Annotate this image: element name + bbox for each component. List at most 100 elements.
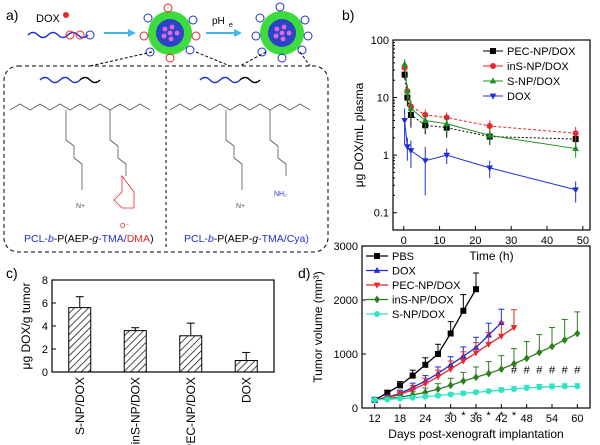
data-point — [485, 388, 492, 395]
panel-c-label: c) — [6, 265, 18, 281]
x-tick-label: 0 — [401, 235, 407, 247]
data-point — [574, 383, 581, 390]
zoom-lines-right — [239, 51, 311, 67]
data-point — [485, 341, 492, 348]
bar — [234, 360, 258, 373]
x-tick-label: DOX — [239, 377, 253, 403]
data-point — [421, 158, 429, 165]
data-point — [523, 385, 530, 392]
significance-hash: # — [549, 364, 556, 376]
left-structure-icon — [9, 76, 151, 209]
data-point — [447, 330, 454, 337]
x-tick-label: 24 — [419, 413, 431, 425]
data-point — [536, 348, 543, 357]
significance-hash: # — [562, 364, 569, 376]
left-polymer-name: PCL-b-P(AEP-g-TMA/DMA) — [24, 233, 154, 245]
data-point — [447, 381, 454, 390]
panel-a: a) DOX pH e — [3, 2, 329, 253]
data-point — [404, 144, 411, 151]
data-point — [572, 130, 579, 137]
data-point — [498, 333, 505, 340]
legend-marker — [489, 93, 497, 100]
y-tick-label: 1 — [383, 150, 389, 162]
right-nitrogen: N+ — [236, 203, 245, 210]
legend-marker — [490, 48, 496, 54]
data-point — [472, 350, 480, 357]
x-axis-label: Days post-xenograft implantation — [388, 427, 563, 441]
right-amine: NH₂ — [274, 191, 287, 198]
data-point — [536, 384, 543, 391]
panel-c: c) 0 2 4 6 8 μg DOX/g tumor S-NP/DOX inS-NP/DOX… — [6, 265, 275, 445]
legend-marker — [373, 266, 381, 273]
chart-c: 0 2 4 6 8 μg DOX/g tumor S-NP/DOX inS-NP/DOX PEC… — [19, 275, 275, 445]
significance-star: * — [474, 410, 479, 422]
legend-entry: inS-NP/DOX — [392, 295, 454, 307]
data-point — [409, 394, 416, 401]
significance-hash: # — [524, 364, 531, 376]
data-point — [485, 369, 492, 378]
data-point — [407, 104, 415, 111]
x-tick-label: 42 — [495, 413, 507, 425]
legend-marker — [374, 295, 380, 304]
data-point — [422, 381, 429, 388]
significance-star: * — [487, 410, 492, 422]
y-tick-label: 6 — [42, 298, 48, 310]
significance-hash: # — [574, 364, 581, 376]
data-point — [404, 87, 411, 94]
y-tick-label: 0 — [352, 403, 358, 415]
legend-marker — [374, 311, 380, 317]
data-point — [447, 391, 454, 398]
data-point — [561, 383, 568, 390]
y-axis-label: μg DOX/mL plasma — [352, 82, 366, 187]
micelle-2-icon — [251, 2, 313, 63]
x-tick-label: inS-NP/DOX — [128, 377, 142, 444]
data-point — [523, 354, 530, 363]
polymer-chain-icon — [27, 31, 89, 39]
data-point — [401, 60, 408, 67]
x-tick-label: 60 — [571, 413, 583, 425]
data-point — [511, 359, 517, 368]
x-tick-label: 20 — [469, 235, 481, 247]
x-tick-label: PEC-NP/DOX — [184, 377, 198, 445]
x-tick-label: 50 — [577, 235, 589, 247]
data-point — [561, 336, 568, 344]
x-tick-label: 30 — [445, 413, 457, 425]
significance-star: * — [461, 410, 466, 422]
significance-star: * — [499, 410, 504, 422]
data-point — [572, 187, 579, 194]
bar — [123, 330, 147, 373]
legend-entry: PEC-NP/DOX — [507, 46, 576, 58]
data-point — [572, 144, 579, 151]
data-point — [422, 393, 429, 400]
data-point — [434, 374, 442, 381]
dox-dot — [63, 12, 69, 18]
data-point — [397, 382, 403, 389]
left-nitrogen: N+ — [76, 203, 85, 210]
data-point — [401, 71, 408, 78]
legend-marker — [373, 282, 381, 289]
data-point — [486, 131, 494, 138]
data-point — [460, 358, 467, 365]
significance-star: * — [449, 410, 454, 422]
right-polymer-name: PCL-b-P(AEP-g-TMA/Cya) — [184, 233, 309, 245]
panel-a-label: a) — [6, 7, 18, 23]
legend-marker — [490, 63, 496, 69]
y-axis-label: μg DOX/g tumor — [19, 283, 33, 370]
data-point — [407, 148, 415, 155]
data-point — [460, 377, 467, 385]
panel-d-label: d) — [298, 265, 310, 281]
y-tick-label: 2000 — [334, 295, 358, 307]
data-point — [435, 351, 441, 357]
data-point — [447, 366, 454, 373]
significance-star: * — [512, 410, 517, 422]
data-point — [422, 361, 429, 368]
x-tick-label: 36 — [470, 413, 482, 425]
legend-entry: S-NP/DOX — [507, 76, 561, 88]
x-tick-label: 54 — [546, 413, 558, 425]
y-tick-label: 8 — [42, 275, 48, 287]
ph-subscript: e — [229, 22, 233, 29]
y-tick-label: 10 — [377, 93, 389, 105]
data-point — [510, 325, 518, 332]
